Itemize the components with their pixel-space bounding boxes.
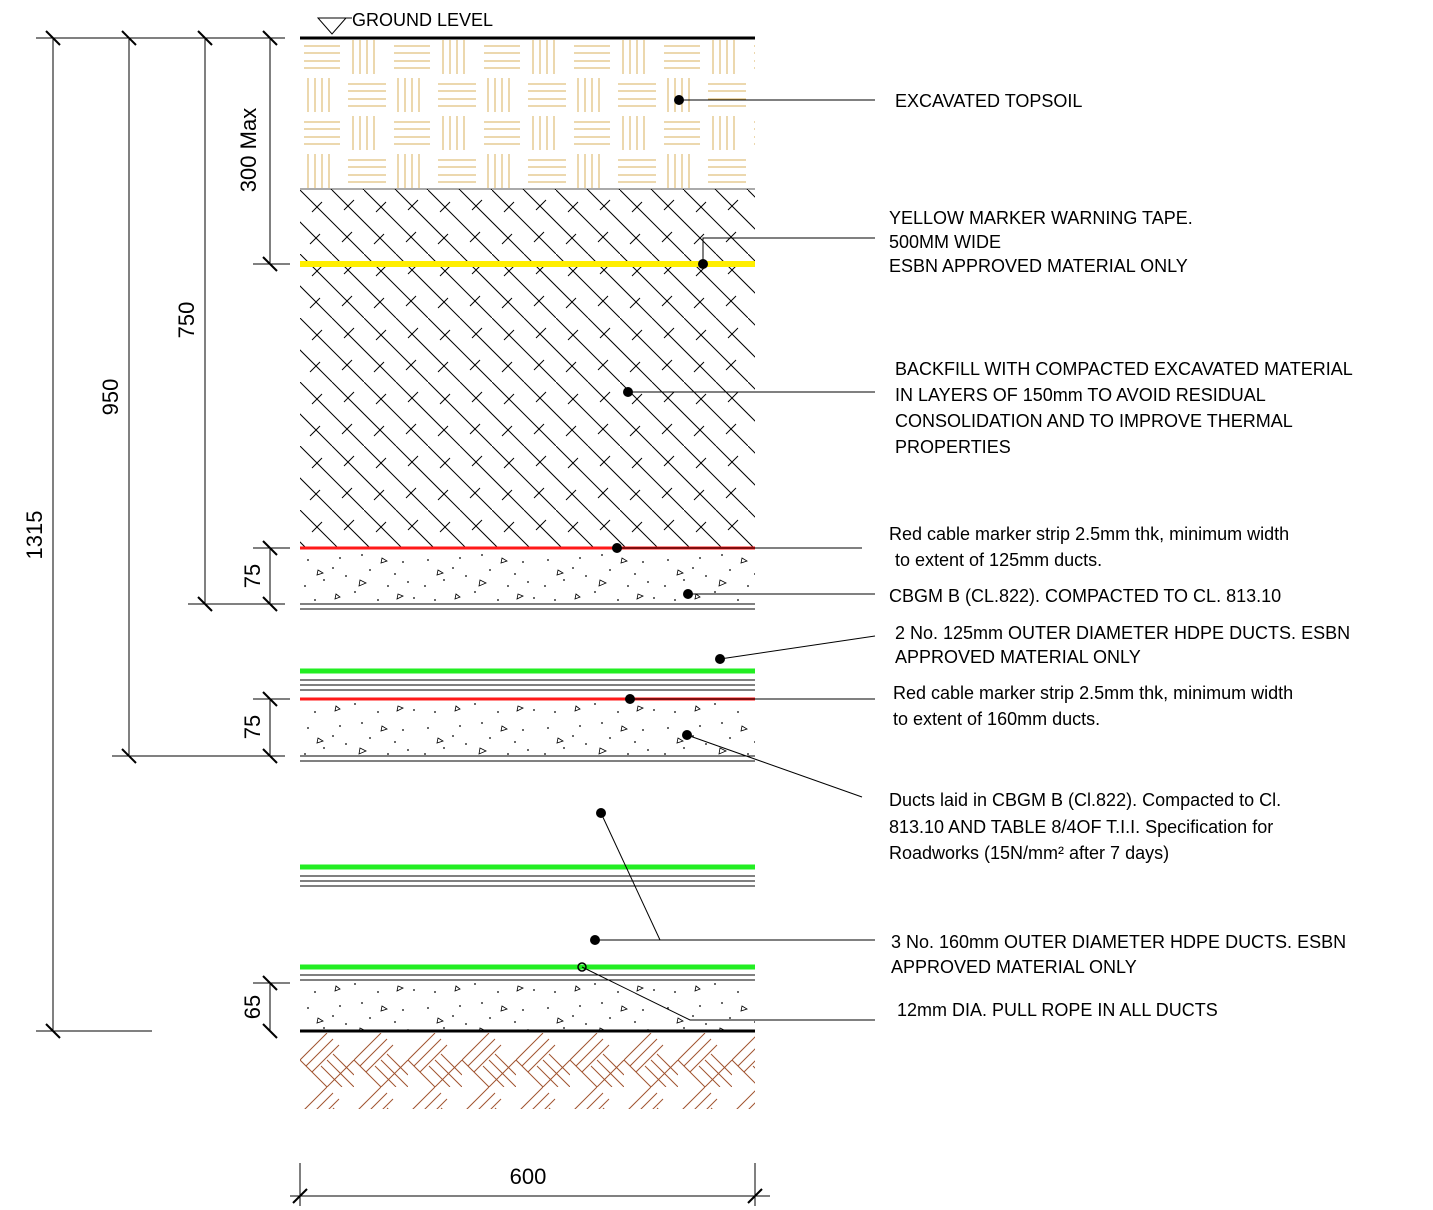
note-red-strip-upper-line: to extent of 125mm ducts. xyxy=(895,550,1102,570)
note-ducts-125: 2 No. 125mm OUTER DIAMETER HDPE DUCTS. E… xyxy=(895,623,1350,667)
dim-75-lower: 75 xyxy=(240,715,265,739)
note-yellow-tape-line: 500MM WIDE xyxy=(889,232,1001,252)
note-cbgm-upper-line: CBGM B (CL.822). COMPACTED TO CL. 813.10 xyxy=(889,586,1281,606)
pull-rope-leader-dot xyxy=(577,962,587,972)
cbgm-upper-layer xyxy=(300,549,755,604)
note-ducts-160-line: 3 No. 160mm OUTER DIAMETER HDPE DUCTS. E… xyxy=(891,932,1346,952)
note-topsoil-line: EXCAVATED TOPSOIL xyxy=(895,91,1082,111)
note-ducts-125-line: APPROVED MATERIAL ONLY xyxy=(895,647,1141,667)
dim-750: 750 xyxy=(174,302,199,339)
note-ducts-125-line: 2 No. 125mm OUTER DIAMETER HDPE DUCTS. E… xyxy=(895,623,1350,643)
note-red-strip-upper: Red cable marker strip 2.5mm thk, minimu… xyxy=(889,524,1289,570)
note-ducts-160-line: APPROVED MATERIAL ONLY xyxy=(891,957,1137,977)
note-ducts-160: 3 No. 160mm OUTER DIAMETER HDPE DUCTS. E… xyxy=(891,932,1346,977)
note-pull-rope: 12mm DIA. PULL ROPE IN ALL DUCTS xyxy=(897,1000,1218,1020)
note-backfill: BACKFILL WITH COMPACTED EXCAVATED MATERI… xyxy=(895,359,1353,457)
note-yellow-tape: YELLOW MARKER WARNING TAPE. 500MM WIDE E… xyxy=(889,208,1193,276)
note-red-strip-lower-line: to extent of 160mm ducts. xyxy=(893,709,1100,729)
ground-level-marker-icon xyxy=(316,17,348,35)
dim-600: 600 xyxy=(510,1164,547,1189)
dim-300-max: 300 Max xyxy=(236,108,261,192)
ground-level-label: GROUND LEVEL xyxy=(352,10,493,30)
note-backfill-line: PROPERTIES xyxy=(895,437,1011,457)
note-cbgm-upper: CBGM B (CL.822). COMPACTED TO CL. 813.10 xyxy=(889,586,1281,606)
note-ducts-cbgm-line: Ducts laid in CBGM B (Cl.822). Compacted… xyxy=(889,790,1281,810)
cbgm-bed-layer xyxy=(300,983,755,1030)
dimension-ticks xyxy=(45,30,763,1204)
subsoil-layer xyxy=(300,1033,755,1109)
note-pull-rope-line: 12mm DIA. PULL ROPE IN ALL DUCTS xyxy=(897,1000,1218,1020)
note-red-strip-lower: Red cable marker strip 2.5mm thk, minimu… xyxy=(893,683,1293,729)
dim-65: 65 xyxy=(240,995,265,1019)
dim-75-upper: 75 xyxy=(240,564,265,588)
leader-dots xyxy=(590,95,725,945)
note-yellow-tape-line: ESBN APPROVED MATERIAL ONLY xyxy=(889,256,1188,276)
note-topsoil: EXCAVATED TOPSOIL xyxy=(895,91,1082,111)
note-backfill-line: BACKFILL WITH COMPACTED EXCAVATED MATERI… xyxy=(895,359,1353,379)
note-ducts-cbgm-line: Roadworks (15N/mm² after 7 days) xyxy=(889,843,1169,863)
backfill-layer xyxy=(300,189,755,547)
leader-lines xyxy=(581,99,876,1021)
dimension-lines xyxy=(36,37,770,1206)
topsoil-layer xyxy=(300,38,755,188)
note-yellow-tape-line: YELLOW MARKER WARNING TAPE. xyxy=(889,208,1193,228)
dim-950: 950 xyxy=(98,379,123,416)
note-ducts-cbgm: Ducts laid in CBGM B (Cl.822). Compacted… xyxy=(889,790,1281,863)
note-red-strip-lower-line: Red cable marker strip 2.5mm thk, minimu… xyxy=(893,683,1293,703)
note-backfill-line: IN LAYERS OF 150mm TO AVOID RESIDUAL xyxy=(895,385,1266,405)
dim-1315: 1315 xyxy=(22,511,47,560)
note-red-strip-upper-line: Red cable marker strip 2.5mm thk, minimu… xyxy=(889,524,1289,544)
note-ducts-cbgm-line: 813.10 AND TABLE 8/4OF T.I.I. Specificat… xyxy=(889,817,1273,837)
note-backfill-line: CONSOLIDATION AND TO IMPROVE THERMAL xyxy=(895,411,1293,431)
cbgm-middle-layer xyxy=(300,700,755,755)
